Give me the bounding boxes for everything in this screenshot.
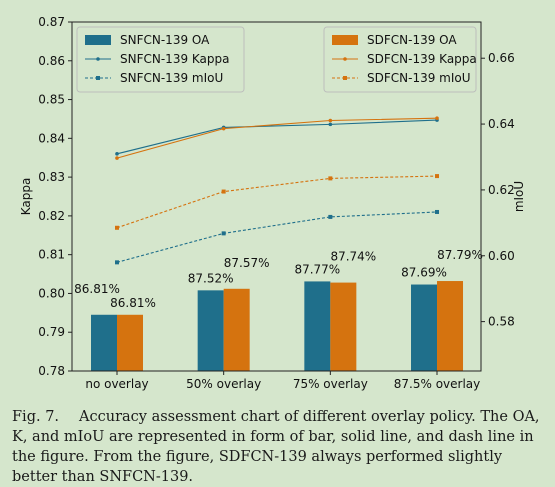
y-tick-label: 0.84 [38, 131, 65, 145]
y2-axis-label: mIoU [512, 181, 526, 212]
x-tick-label: no overlay [85, 377, 148, 391]
y-tick-label: 0.83 [38, 170, 65, 184]
bar [437, 281, 464, 371]
series-marker [115, 225, 119, 230]
legend-swatch [85, 35, 111, 45]
legend-entry: SNFCN-139 mIoU [120, 71, 223, 85]
bar-value-label: 87.57% [224, 256, 270, 270]
series-marker [115, 156, 119, 160]
bar [91, 314, 117, 371]
figure-caption: Fig. 7. Accuracy assessment chart of diff… [12, 407, 546, 487]
legend-marker [343, 57, 347, 61]
series-marker [328, 118, 333, 123]
series-marker [435, 209, 440, 214]
legend-entry: SDFCN-139 OA [367, 33, 457, 47]
y-tick-label: 0.87 [38, 15, 65, 29]
series-line [116, 211, 438, 263]
legend-marker [96, 76, 100, 80]
y-tick-label: 0.85 [38, 93, 65, 107]
bar-value-label: 86.81% [74, 282, 120, 296]
series-marker [435, 116, 439, 120]
legend-entry: SDFCN-139 mIoU [367, 71, 471, 85]
bar-value-label: 87.52% [188, 271, 234, 285]
y-tick-label: 0.78 [38, 364, 65, 378]
legend-marker [96, 57, 100, 61]
y2-tick-label: 0.58 [488, 315, 515, 329]
y2-tick-label: 0.60 [488, 249, 515, 263]
legend-entry: SDFCN-139 Kappa [367, 52, 477, 66]
caption-text: Accuracy assessment chart of different o… [12, 409, 540, 485]
bar [411, 284, 438, 371]
series-line [116, 175, 438, 229]
y-axis-label: Kappa [19, 178, 33, 216]
series-marker [328, 214, 333, 219]
bar [304, 281, 331, 371]
bar [223, 288, 250, 371]
y2-tick-label: 0.64 [488, 117, 515, 131]
series-marker [221, 189, 226, 194]
bar-value-label: 87.74% [330, 250, 376, 264]
legend-marker [343, 76, 347, 80]
plot-frame [71, 21, 482, 372]
legend-box [76, 26, 245, 93]
series-marker [328, 122, 333, 127]
bar [197, 290, 224, 371]
x-tick-label: 50% overlay [186, 377, 261, 391]
series-marker [435, 174, 440, 179]
series-line [116, 117, 438, 159]
x-tick-label: 75% overlay [293, 377, 368, 391]
legend-entry: SNFCN-139 OA [120, 33, 210, 47]
bar [330, 282, 357, 371]
series-marker [115, 260, 119, 265]
y-tick-label: 0.86 [38, 54, 65, 68]
overlay-policy-chart: 86.81% 87.52% 87.77% 87.69% 86.81% 87.57% 87.7… [19, 15, 526, 391]
legend-box [323, 26, 477, 93]
bar-value-label: 87.77% [294, 262, 340, 276]
caption-label: Fig. 7. [12, 409, 60, 425]
bar [117, 314, 143, 371]
x-tick-label: 87.5% overlay [394, 377, 480, 391]
y2-tick-label: 0.66 [488, 51, 515, 65]
bar-value-label: 87.79% [437, 248, 483, 262]
legend-entry: SNFCN-139 Kappa [120, 52, 230, 66]
y-tick-label: 0.81 [38, 248, 65, 262]
y-tick-label: 0.82 [38, 209, 65, 223]
y-tick-label: 0.79 [38, 325, 65, 339]
series-marker [115, 152, 119, 156]
bar-value-label: 87.69% [401, 266, 447, 280]
y-tick-label: 0.80 [38, 286, 65, 300]
bar-value-label: 86.81% [110, 296, 156, 310]
series-marker [221, 126, 226, 131]
series-line [116, 119, 438, 155]
series-marker [328, 176, 333, 181]
legend-swatch [332, 35, 358, 45]
y2-tick-label: 0.62 [488, 183, 515, 197]
series-marker [221, 231, 226, 236]
